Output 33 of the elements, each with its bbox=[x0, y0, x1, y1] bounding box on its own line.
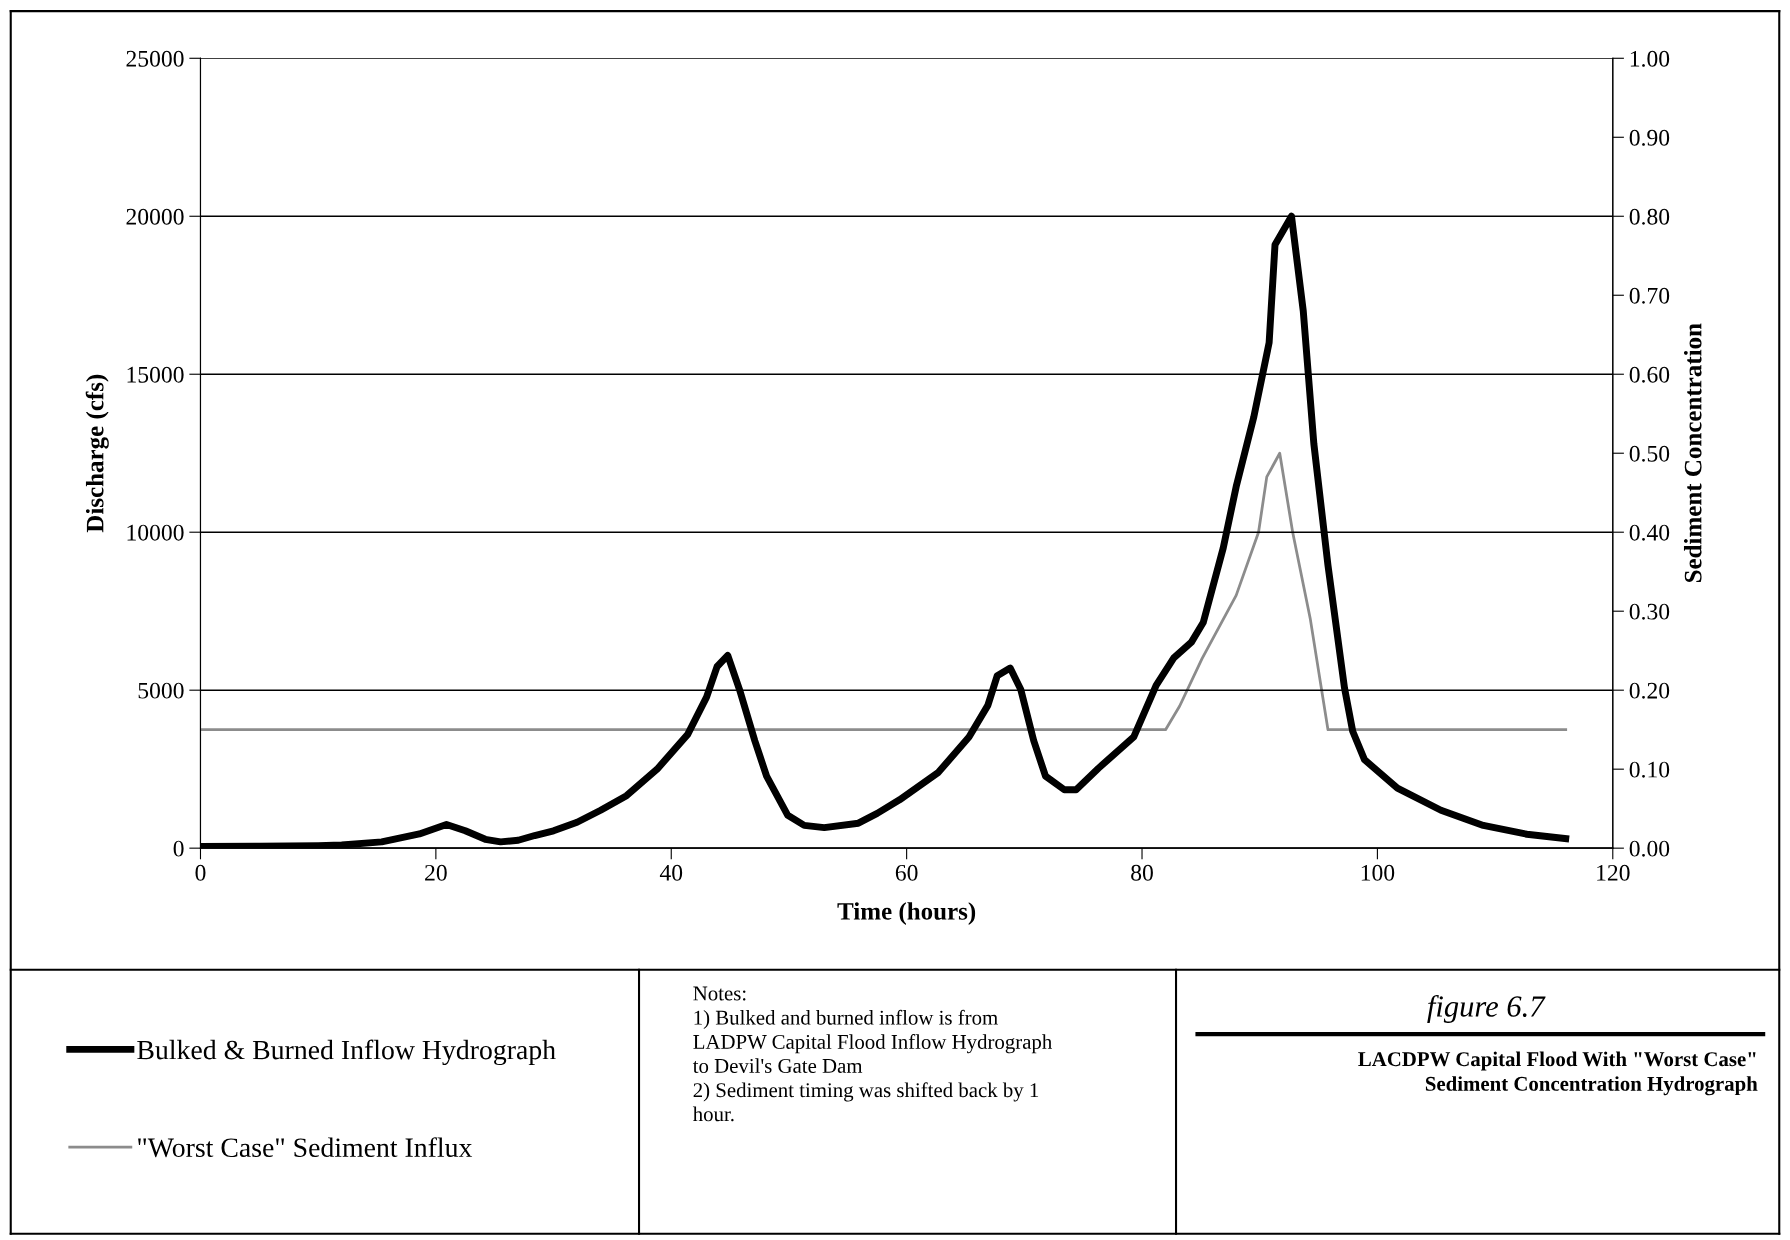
y2-tick-label: 0.60 bbox=[1629, 366, 1670, 383]
x-tick-label: 60 bbox=[895, 864, 918, 881]
y-tick-label: 5000 bbox=[138, 682, 184, 699]
legend-label: Bulked & Burned Inflow Hydrograph bbox=[137, 1039, 556, 1066]
y2-tick-label: 0.80 bbox=[1629, 208, 1670, 225]
y2-tick-label: 1.00 bbox=[1630, 50, 1670, 67]
x-tick-label: 100 bbox=[1361, 864, 1395, 881]
y2-tick-label: 0.40 bbox=[1629, 524, 1670, 541]
x-tick-label: 40 bbox=[659, 864, 683, 881]
x-axis-title: Time (hours) bbox=[837, 902, 976, 925]
y-tick-label: 15000 bbox=[127, 366, 184, 383]
y-axis-title: Discharge (cfs) bbox=[85, 374, 109, 533]
y2-axis-title: Sediment Concentration bbox=[1683, 323, 1702, 583]
x-tick-label: 80 bbox=[1131, 864, 1153, 881]
x-tick-label: 0 bbox=[195, 864, 206, 881]
y-tick-label: 10000 bbox=[127, 524, 184, 541]
y2-tick-label: 0.10 bbox=[1629, 761, 1670, 778]
y2-tick-label: 0.50 bbox=[1629, 445, 1670, 462]
legend-label: "Worst Case" Sediment Influx bbox=[138, 1137, 473, 1158]
y2-tick-label: 0.30 bbox=[1629, 603, 1670, 620]
y2-tick-label: 0.70 bbox=[1629, 287, 1670, 304]
x-tick-label: 120 bbox=[1597, 864, 1630, 881]
x-tick-label: 20 bbox=[425, 864, 447, 881]
y-tick-label: 0 bbox=[173, 840, 184, 857]
y2-tick-label: 0.90 bbox=[1629, 129, 1670, 146]
y2-tick-label: 0.00 bbox=[1629, 840, 1670, 857]
text: LACDPW Capital Flood With "Worst Case" Sediment Concentration Hydrograph bbox=[1358, 1051, 1758, 1096]
line-series bbox=[200, 451, 1568, 732]
y-tick-label: 20000 bbox=[126, 208, 184, 225]
text: Notes: 1) Bulked and burned inflow is from LADPW Capital Flood Inflow Hydrograph to Devil's Gate Dam 2) Sediment timing was shifted back by 1 hour. bbox=[692, 986, 1052, 1122]
text: figure 6.7 bbox=[1427, 994, 1546, 1023]
y-tick-label: 25000 bbox=[126, 50, 184, 67]
y2-tick-label: 0.20 bbox=[1629, 682, 1670, 699]
